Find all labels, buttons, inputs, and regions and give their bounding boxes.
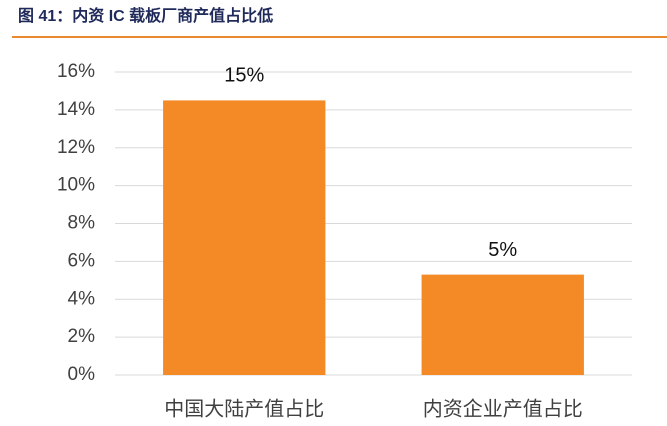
y-tick-label: 8% [68, 213, 96, 234]
y-tick-label: 4% [68, 288, 96, 309]
y-tick-label: 14% [57, 99, 95, 120]
value-label: 15% [224, 65, 264, 87]
x-tick-label: 中国大陆产值占比 [164, 397, 324, 420]
x-tick-label: 内资企业产值占比 [423, 397, 583, 420]
bar [163, 100, 326, 375]
chart-title: 图 41：内资 IC 载板厂商产值占比低 [18, 6, 273, 25]
y-tick-label: 10% [57, 175, 95, 196]
y-tick-label: 16% [57, 61, 95, 82]
value-label: 5% [488, 239, 517, 261]
y-tick-label: 12% [57, 137, 95, 158]
y-tick-label: 6% [68, 250, 96, 271]
bar [421, 274, 584, 375]
y-tick-label: 0% [68, 364, 96, 385]
y-tick-label: 2% [68, 326, 96, 347]
